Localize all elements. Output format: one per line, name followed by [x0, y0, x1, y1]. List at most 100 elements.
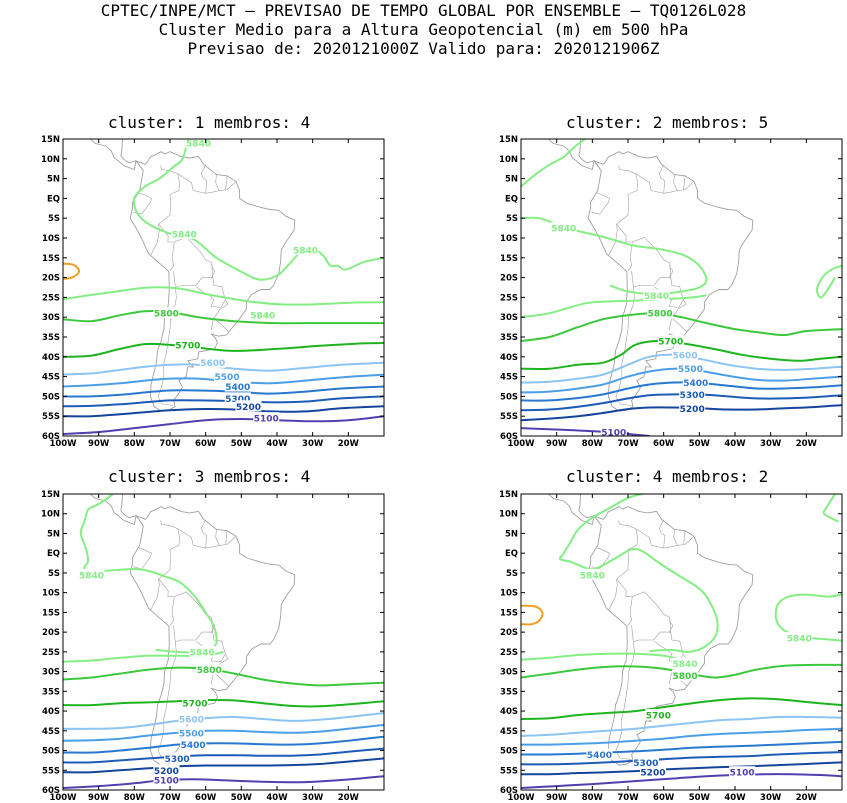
lat-tick-label: 5N: [47, 529, 60, 539]
lat-tick-label: 15N: [41, 490, 60, 500]
contour-label-5400: 5400: [587, 751, 612, 761]
contour-5500: [521, 367, 842, 394]
lat-tick-label: 10N: [499, 510, 518, 520]
contour-label-5840: 5840: [644, 292, 669, 302]
contour-label-bg: [579, 568, 606, 580]
south-america-coastline: [129, 506, 296, 766]
lat-tick-label: EQ: [47, 549, 60, 559]
contour-5100: [63, 775, 384, 789]
country-border: [174, 277, 213, 288]
lon-tick-label: 80W: [582, 439, 604, 449]
country-border: [635, 528, 694, 549]
contour-label-5840: 5840: [250, 312, 275, 322]
contour-label-5840: 5840: [79, 571, 104, 581]
lat-tick-label: 45S: [500, 373, 518, 383]
contour-label-5840: 5840: [190, 648, 215, 658]
country-border: [169, 236, 230, 333]
lon-tick-label: 60W: [653, 793, 675, 803]
contour-label-5300: 5300: [165, 755, 190, 765]
contour-label-5500: 5500: [179, 729, 204, 739]
lat-tick-label: EQ: [505, 194, 518, 204]
lon-tick-label: 100W: [49, 793, 77, 803]
central-america-coastline: [547, 494, 595, 526]
lon-tick-label: 50W: [689, 439, 711, 449]
country-border: [635, 173, 694, 194]
country-border: [683, 530, 686, 545]
lon-tick-label: 80W: [582, 793, 604, 803]
lat-tick-label: 15N: [499, 490, 518, 500]
lat-tick-label: 10N: [41, 510, 60, 520]
lon-tick-label: 60W: [195, 439, 217, 449]
contour-5840: [521, 652, 682, 661]
lat-tick-label: 20S: [500, 628, 518, 638]
contour-label-bg: [214, 370, 241, 382]
contour-5200: [63, 757, 384, 774]
lon-tick-label: 50W: [231, 793, 253, 803]
lat-tick-label: 45S: [500, 727, 518, 737]
contour-label-bg: [682, 376, 709, 388]
lon-tick-label: 60W: [195, 793, 217, 803]
country-border: [668, 617, 674, 634]
contour-label-5800: 5800: [673, 672, 698, 682]
country-border: [211, 672, 214, 685]
central-america-coastline: [120, 139, 137, 164]
contour-label-5300: 5300: [633, 759, 658, 769]
contour-label-bg: [600, 426, 627, 438]
contour-label-5500: 5500: [678, 365, 703, 375]
country-border: [673, 529, 678, 546]
contour-label-bg: [672, 657, 699, 669]
contour-5840: [63, 286, 384, 306]
contour-label-5100: 5100: [154, 777, 179, 787]
lat-tick-label: 5S: [506, 214, 518, 224]
lon-tick-label: 70W: [617, 439, 639, 449]
lat-tick-label: 40S: [500, 707, 518, 717]
panel-title-cluster-1: cluster: 1 membros: 4: [108, 113, 311, 132]
country-border: [133, 192, 152, 215]
contour-5840: [521, 216, 708, 296]
lat-tick-label: 55S: [42, 766, 60, 776]
central-america-coastline: [120, 494, 137, 519]
contour-label-5840: 5840: [580, 571, 605, 581]
contour-5400: [521, 381, 842, 402]
country-border: [616, 578, 632, 597]
country-border: [673, 174, 678, 191]
country-border: [177, 528, 236, 549]
lat-tick-label: 5S: [48, 569, 60, 579]
lon-tick-label: 90W: [546, 793, 568, 803]
contour-label-bg: [178, 726, 205, 738]
map-frame: [62, 493, 385, 791]
country-border: [608, 165, 638, 256]
contour-label-bg: [78, 568, 105, 580]
lat-tick-label: 5S: [48, 214, 60, 224]
lon-tick-label: 20W: [338, 439, 360, 449]
country-border: [157, 625, 177, 760]
country-border: [669, 318, 672, 330]
contour-5400: [521, 740, 842, 756]
country-border: [215, 529, 220, 546]
lon-tick-label: 40W: [724, 793, 746, 803]
map-frame: [520, 493, 843, 791]
lat-tick-label: 40S: [500, 353, 518, 363]
lon-tick-label: 30W: [760, 439, 782, 449]
contour-label-bg: [679, 388, 706, 400]
contour-5840: [132, 139, 384, 281]
contour-5200: [521, 404, 842, 422]
lat-tick-label: 20S: [42, 628, 60, 638]
lat-tick-label: 50S: [500, 392, 518, 402]
lat-tick-label: 10N: [41, 155, 60, 165]
panel-title-cluster-3: cluster: 3 membros: 4: [108, 467, 311, 486]
lon-tick-label: 30W: [760, 793, 782, 803]
lon-tick-label: 60W: [653, 439, 675, 449]
country-border: [668, 262, 674, 279]
contour-label-bg: [645, 709, 672, 721]
country-border: [201, 519, 208, 549]
contour-label-5200: 5200: [640, 769, 665, 779]
lat-tick-label: 50S: [42, 392, 60, 402]
contour-5200: [63, 405, 384, 418]
contour-5100: [63, 415, 384, 435]
lat-tick-label: 25S: [42, 648, 60, 658]
contour-label-bg: [632, 756, 659, 768]
contour-high: [63, 262, 81, 280]
country-border: [616, 223, 632, 243]
map-panel-cluster-2: 5840 5840 5800 5700 5600 5500 5400 5300 5200 5100…: [499, 135, 843, 449]
